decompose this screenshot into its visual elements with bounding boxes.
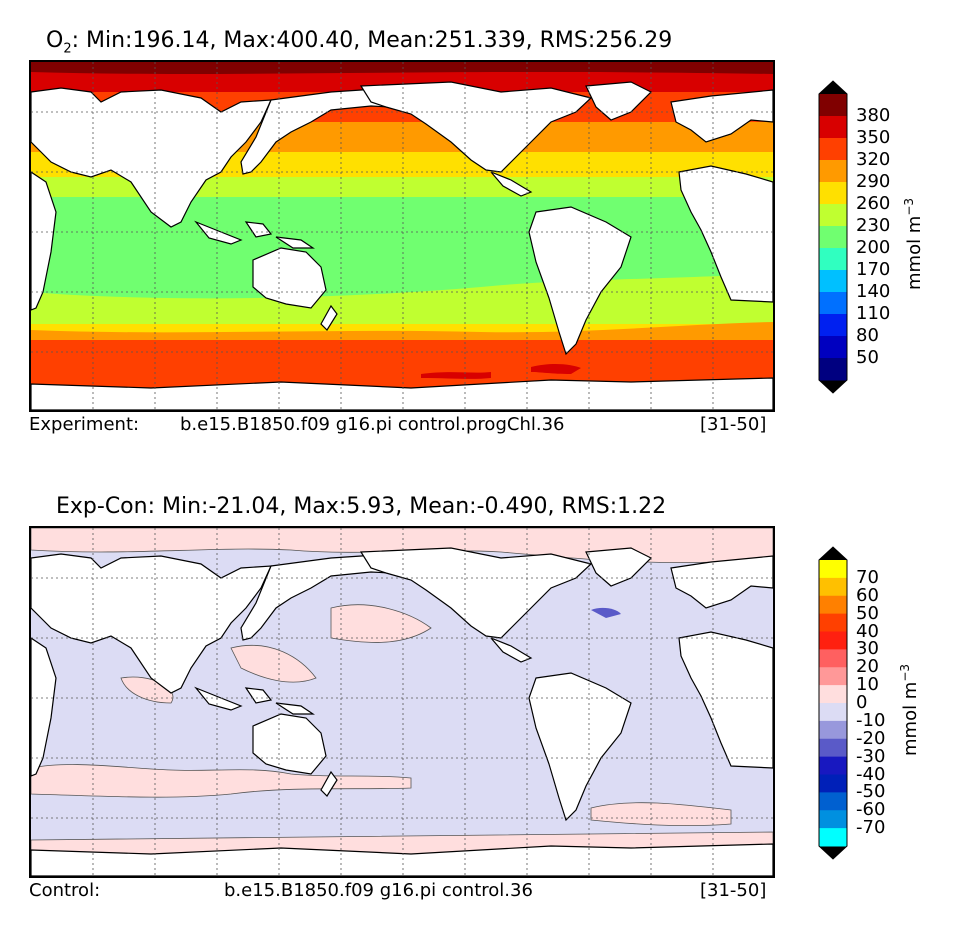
- colorbar-segment: [819, 248, 847, 271]
- colorbar-tick-label: 10: [856, 674, 879, 696]
- diff-map: [29, 526, 775, 878]
- colorbar-tick-label: 230: [856, 215, 891, 236]
- panel2-footer-right: [31-50]: [700, 880, 767, 901]
- colorbar-segment: [819, 631, 847, 650]
- colorbar-segment: [819, 613, 847, 632]
- colorbar-segment: [819, 810, 847, 829]
- colorbar-segment: [819, 703, 847, 722]
- colorbar-tick-label: 380: [856, 105, 891, 126]
- colorbar-tick-label: -50: [856, 781, 886, 803]
- o2-colorbar: [818, 80, 848, 394]
- colorbar-tick-label: -30: [856, 745, 886, 767]
- panel2-footer-left: Control:: [29, 880, 101, 901]
- colorbar-segment: [819, 138, 847, 161]
- panel1-title: O2: Min:196.14, Max:400.40, Mean:251.339…: [46, 28, 673, 57]
- colorbar-tick-label: 20: [856, 656, 879, 678]
- colorbar-segment: [819, 94, 847, 117]
- colorbar-tick-label: 0: [856, 692, 868, 713]
- colorbar-segment: [819, 577, 847, 597]
- colorbar-under-triangle: [819, 846, 847, 859]
- colorbar-tick-label: 260: [856, 193, 891, 214]
- colorbar-segment: [819, 720, 847, 740]
- o2-map: [29, 60, 775, 412]
- o2-map-graphic: [31, 62, 773, 410]
- colorbar-tick-label: 350: [856, 127, 891, 148]
- colorbar-segment: [819, 226, 847, 249]
- colorbar-segment: [819, 828, 847, 847]
- colorbar-tick-label: 110: [856, 303, 891, 324]
- colorbar-segment: [819, 292, 847, 315]
- panel1-footer-left: Experiment:: [29, 414, 140, 435]
- colorbar-segment: [819, 182, 847, 205]
- colorbar-tick-label: 50: [856, 602, 879, 624]
- panel1-footer-right: [31-50]: [700, 414, 767, 435]
- colorbar-segment: [819, 756, 847, 775]
- panel1-footer-mid: b.e15.B1850.f09 g16.pi control.progChl.3…: [180, 414, 565, 435]
- diff-colorbar: [818, 546, 848, 860]
- colorbar-tick-label: 60: [856, 584, 879, 606]
- colorbar-tick-label: 140: [856, 281, 891, 302]
- colorbar-segment: [819, 738, 847, 758]
- colorbar-over-triangle: [819, 81, 847, 94]
- colorbar-tick-label: -40: [856, 763, 886, 785]
- o2-colorbar-labels: 380 350 320 290 260 230 200 170 140 110 80 50: [856, 80, 906, 394]
- colorbar-segment: [819, 792, 847, 811]
- o2-colorbar-unit: mmol m−3: [902, 197, 925, 290]
- colorbar-segment: [819, 314, 847, 337]
- colorbar-segment: [819, 270, 847, 293]
- colorbar-segment: [819, 116, 847, 139]
- colorbar-segment: [819, 774, 847, 793]
- colorbar-frame: [818, 546, 848, 860]
- colorbar-segment: [819, 160, 847, 183]
- colorbar-segment: [819, 649, 847, 668]
- colorbar-tick-label: -10: [856, 709, 886, 731]
- diff-colorbar-labels: 70 60 50 40 30 20 10 0 -10 -20 -30 -40 -50 -60 -70: [856, 546, 906, 860]
- colorbar-tick-label: -60: [856, 799, 886, 821]
- panel2-footer-mid: b.e15.B1850.f09 g16.pi control.36: [224, 880, 533, 901]
- colorbar-segment: [819, 685, 847, 704]
- colorbar-segment: [819, 595, 847, 615]
- panel2-title: Exp-Con: Min:-21.04, Max:5.93, Mean:-0.4…: [56, 494, 667, 519]
- colorbar-tick-label: 30: [856, 638, 879, 660]
- colorbar-tick-label: 80: [856, 325, 879, 346]
- colorbar-tick-label: -20: [856, 727, 886, 749]
- diff-map-graphic: [31, 528, 773, 876]
- colorbar-under-triangle: [819, 380, 847, 393]
- colorbar-tick-label: 200: [856, 237, 891, 258]
- colorbar-tick-label: 320: [856, 149, 891, 170]
- colorbar-segment: [819, 336, 847, 359]
- colorbar-segment: [819, 667, 847, 686]
- colorbar-tick-label: 290: [856, 171, 891, 192]
- colorbar-frame: [818, 80, 848, 394]
- colorbar-segment: [819, 560, 847, 579]
- colorbar-segment: [819, 204, 847, 227]
- colorbar-tick-label: 50: [856, 347, 879, 368]
- colorbar-tick-label: 170: [856, 259, 891, 280]
- diff-colorbar-unit: mmol m−3: [898, 663, 921, 756]
- colorbar-tick-label: 40: [856, 620, 879, 642]
- colorbar-over-triangle: [819, 547, 847, 560]
- colorbar-tick-label: 70: [856, 566, 879, 588]
- colorbar-tick-label: -70: [856, 817, 886, 839]
- colorbar-segment: [819, 358, 847, 381]
